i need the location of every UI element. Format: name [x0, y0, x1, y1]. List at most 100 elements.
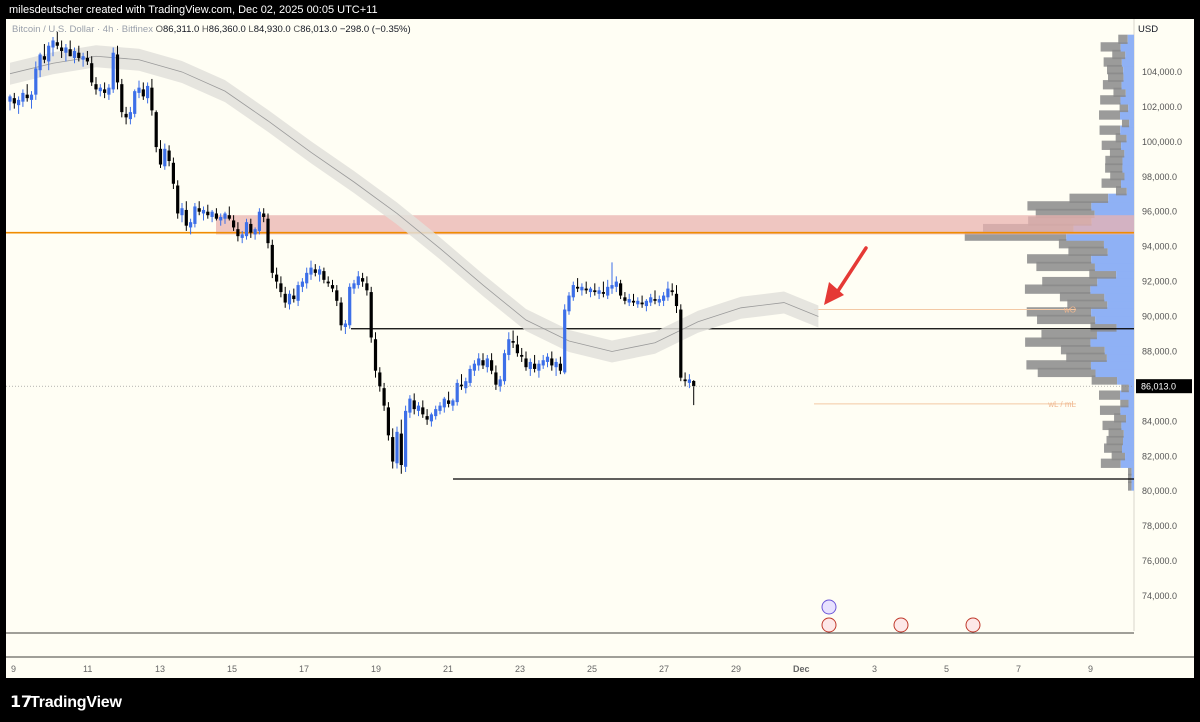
candle-body[interactable]: [490, 360, 494, 371]
candle-body[interactable]: [468, 368, 472, 383]
candle-body[interactable]: [472, 363, 476, 371]
candle-body[interactable]: [335, 290, 339, 301]
candle-body[interactable]: [184, 209, 188, 226]
candle-body[interactable]: [124, 113, 128, 118]
us-flag-event-icon[interactable]: [821, 617, 837, 633]
candle-body[interactable]: [391, 437, 395, 462]
candle-body[interactable]: [571, 285, 575, 298]
candle-body[interactable]: [386, 407, 390, 436]
candle-body[interactable]: [511, 340, 515, 343]
candle-body[interactable]: [614, 281, 618, 287]
candle-body[interactable]: [42, 56, 46, 60]
candle-body[interactable]: [167, 150, 171, 162]
candle-body[interactable]: [163, 148, 167, 167]
candle-body[interactable]: [232, 220, 236, 228]
candle-body[interactable]: [309, 267, 313, 275]
candle-body[interactable]: [404, 410, 408, 467]
annotation-arrow-head[interactable]: [824, 282, 844, 305]
candle-body[interactable]: [47, 45, 51, 62]
candle-body[interactable]: [244, 222, 249, 237]
candle-body[interactable]: [507, 339, 511, 355]
candle-body[interactable]: [524, 358, 528, 368]
candle-body[interactable]: [601, 292, 605, 294]
candle-body[interactable]: [644, 300, 648, 307]
candle-body[interactable]: [107, 87, 111, 95]
candle-body[interactable]: [339, 302, 343, 326]
candle-body[interactable]: [94, 84, 98, 90]
candle-body[interactable]: [623, 297, 627, 301]
candle-body[interactable]: [154, 112, 158, 148]
candle-body[interactable]: [610, 285, 614, 289]
candle-body[interactable]: [29, 94, 34, 100]
candle-body[interactable]: [679, 309, 683, 378]
earnings-event-icon[interactable]: [821, 599, 837, 615]
candle-body[interactable]: [270, 244, 274, 273]
candle-body[interactable]: [631, 300, 636, 303]
candle-body[interactable]: [520, 354, 524, 357]
candle-body[interactable]: [55, 42, 59, 46]
candle-body[interactable]: [584, 288, 588, 291]
candle-body[interactable]: [137, 87, 141, 93]
candle-body[interactable]: [619, 283, 623, 296]
candle-body[interactable]: [554, 361, 558, 368]
candle-body[interactable]: [201, 209, 206, 214]
candle-body[interactable]: [382, 388, 386, 406]
candle-body[interactable]: [115, 54, 120, 83]
candle-body[interactable]: [580, 286, 584, 291]
candle-body[interactable]: [193, 206, 197, 224]
candle-body[interactable]: [636, 300, 640, 305]
candle-body[interactable]: [498, 379, 502, 387]
candle-body[interactable]: [657, 299, 661, 303]
candle-body[interactable]: [588, 288, 593, 293]
candle-body[interactable]: [567, 295, 571, 312]
candle-body[interactable]: [627, 299, 631, 303]
candle-body[interactable]: [395, 431, 399, 464]
tradingview-logo[interactable]: 𝟭𝟳TradingView: [10, 692, 122, 712]
candle-body[interactable]: [434, 409, 438, 417]
candle-body[interactable]: [421, 407, 425, 415]
candlestick-chart[interactable]: wO wL / mL 104,000.0 102,000.0 100,000.0 98,0…: [6, 19, 1194, 678]
candle-body[interactable]: [21, 92, 25, 102]
candle-body[interactable]: [176, 185, 180, 214]
candle-body[interactable]: [64, 47, 68, 53]
candle-body[interactable]: [189, 222, 193, 228]
candle-body[interactable]: [378, 372, 382, 387]
candle-body[interactable]: [128, 112, 132, 120]
candle-body[interactable]: [68, 49, 72, 57]
candle-body[interactable]: [550, 358, 554, 366]
candle-body[interactable]: [60, 47, 64, 51]
candle-body[interactable]: [412, 400, 416, 410]
candle-body[interactable]: [12, 98, 16, 104]
candle-body[interactable]: [227, 215, 231, 219]
candle-body[interactable]: [305, 272, 309, 284]
candle-body[interactable]: [455, 382, 459, 403]
candle-body[interactable]: [120, 84, 124, 113]
candle-body[interactable]: [77, 52, 81, 58]
candle-body[interactable]: [322, 271, 326, 280]
candle-body[interactable]: [111, 52, 115, 90]
candle-body[interactable]: [146, 85, 150, 99]
candle-body[interactable]: [318, 269, 322, 275]
candle-body[interactable]: [670, 290, 674, 293]
us-flag-event-icon[interactable]: [965, 617, 981, 633]
candle-body[interactable]: [133, 91, 137, 114]
candle-body[interactable]: [692, 380, 696, 387]
candle-body[interactable]: [464, 381, 468, 389]
candle-body[interactable]: [103, 89, 107, 93]
candle-body[interactable]: [158, 148, 163, 165]
candle-body[interactable]: [180, 208, 184, 216]
candle-body[interactable]: [545, 356, 550, 362]
candle-body[interactable]: [257, 211, 261, 231]
candle-body[interactable]: [649, 297, 653, 303]
candle-body[interactable]: [533, 363, 537, 369]
candle-body[interactable]: [653, 299, 657, 301]
candle-body[interactable]: [541, 360, 545, 366]
candle-body[interactable]: [214, 213, 218, 219]
candle-body[interactable]: [17, 99, 21, 106]
candle-body[interactable]: [98, 87, 102, 92]
candle-body[interactable]: [8, 96, 12, 102]
annotation-arrow-shaft[interactable]: [834, 246, 868, 296]
candle-body[interactable]: [219, 216, 223, 221]
candle-body[interactable]: [576, 286, 580, 289]
candle-body[interactable]: [292, 295, 296, 300]
